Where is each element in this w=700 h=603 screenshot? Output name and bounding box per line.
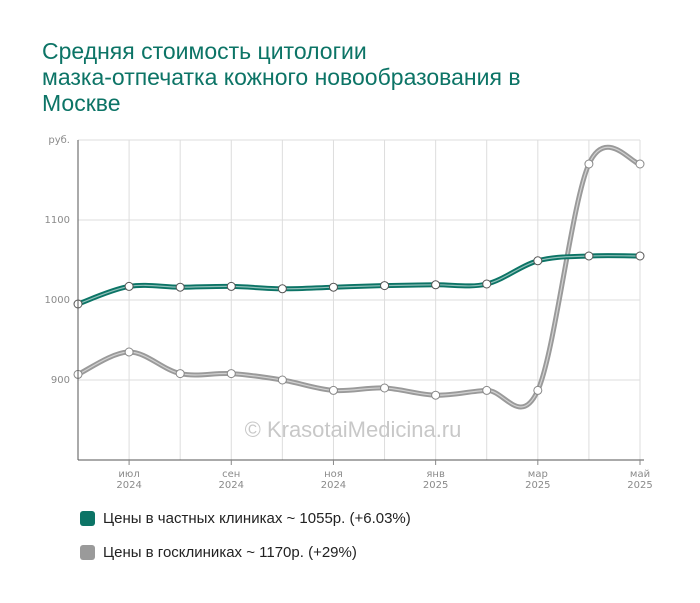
data-point[interactable] [380,383,390,393]
data-point[interactable] [380,281,390,291]
data-point[interactable] [277,375,287,385]
y-tick-label: 1100 [45,215,70,226]
legend-swatch-private [80,510,95,526]
legend-label-private: Цены в частных клиниках ~ 1055р. (+6.03%… [103,509,411,527]
x-tick-label-month: июл [118,469,139,480]
series-layer [73,144,645,410]
x-tick-label-year: 2024 [116,480,141,491]
y-tick-label: 900 [51,375,70,386]
watermark-text: © KrasotaiMedicina.ru [245,417,462,442]
data-point[interactable] [226,281,236,291]
grid [78,139,641,460]
data-point[interactable] [635,159,645,169]
data-point[interactable] [175,369,185,379]
x-tick-label-month: ноя [324,469,343,480]
x-tick-label-year: 2025 [525,480,550,491]
chart-title-line-3: Москве [42,90,121,116]
data-point[interactable] [175,282,185,292]
data-point[interactable] [482,279,492,289]
series-private [78,253,643,307]
data-point[interactable] [584,251,594,261]
series-line-highlight [78,255,641,305]
data-point[interactable] [124,281,134,291]
legend-label-public: Цены в госклиниках ~ 1170р. (+29%) [103,543,357,561]
data-point[interactable] [584,159,594,169]
series-line-outer [78,144,643,410]
data-point[interactable] [533,385,543,395]
x-tick-label-month: сен [222,469,240,480]
chart-title-line-2: мазка-отпечатка кожного новообразования … [42,64,521,90]
series-line-outer [78,253,643,307]
x-tick-label-month: янв [426,469,445,480]
legend: Цены в частных клиниках ~ 1055р. (+6.03%… [80,509,411,577]
legend-item-private[interactable]: Цены в частных клиниках ~ 1055р. (+6.03%… [80,509,411,527]
x-tick-label-year: 2025 [627,480,652,491]
axes: 90010001100руб.июл2024сен2024ноя2024янв2… [45,135,653,491]
legend-item-public[interactable]: Цены в госклиниках ~ 1170р. (+29%) [80,543,411,561]
data-point[interactable] [431,280,441,290]
x-tick-label-month: май [630,469,650,480]
series-public [78,144,643,410]
x-tick-label-year: 2025 [423,480,448,491]
legend-swatch-public [80,544,95,560]
x-tick-label-month: мар [528,469,548,480]
x-tick-label-year: 2024 [219,480,244,491]
data-point[interactable] [533,256,543,266]
data-point[interactable] [277,284,287,294]
x-tick-label-year: 2024 [321,480,346,491]
data-point[interactable] [124,347,134,357]
data-point[interactable] [431,390,441,400]
data-point[interactable] [482,385,492,395]
data-point[interactable] [328,282,338,292]
data-point[interactable] [328,385,338,395]
chart-title: Средняя стоимость цитологии мазка-отпеча… [42,38,662,116]
data-point[interactable] [635,251,645,261]
y-tick-label: 1000 [45,295,70,306]
y-tick-label: руб. [48,135,70,146]
data-point[interactable] [226,369,236,379]
chart-title-line-1: Средняя стоимость цитологии [42,38,367,64]
